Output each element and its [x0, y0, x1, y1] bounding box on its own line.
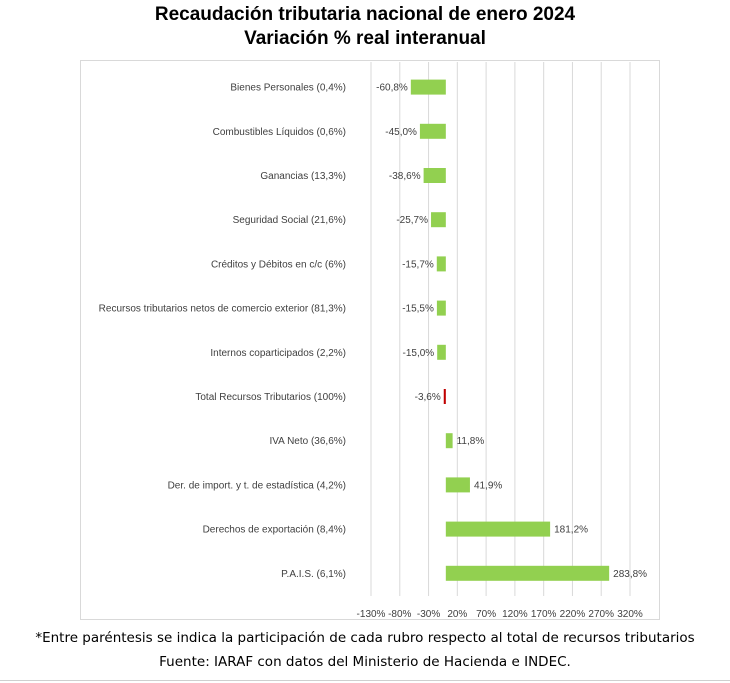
x-tick-label: 320%	[617, 609, 643, 620]
bar	[437, 344, 446, 360]
bar	[445, 565, 610, 581]
category-label: Ganancias (13,3%)	[260, 171, 346, 182]
category-label: Combustibles Líquidos (0,6%)	[213, 127, 346, 138]
bar	[436, 300, 446, 316]
category-label: Bienes Personales (0,4%)	[230, 83, 346, 94]
category-label: Internos coparticipados (2,2%)	[210, 348, 346, 359]
category-label: Total Recursos Tributarios (100%)	[195, 392, 346, 403]
data-label: 41,9%	[474, 480, 502, 491]
footnote-source: Fuente: IARAF con datos del Ministerio d…	[159, 654, 571, 670]
x-tick-label: -30%	[417, 609, 440, 620]
bar	[445, 521, 551, 537]
category-label: IVA Neto (36,6%)	[269, 436, 346, 447]
x-tick-label: 120%	[502, 609, 528, 620]
category-label: P.A.I.S. (6,1%)	[281, 569, 346, 580]
bar	[423, 168, 446, 183]
data-label: -15,7%	[402, 259, 434, 270]
category-label: Der. de import. y t. de estadística (4,2…	[168, 480, 346, 491]
category-label: Seguridad Social (21,6%)	[233, 215, 346, 226]
data-label: -3,6%	[415, 392, 441, 403]
footnote-note: *Entre paréntesis se indica la participa…	[35, 630, 695, 646]
x-tick-label: -130%	[357, 609, 386, 620]
x-tick-label: 270%	[588, 609, 614, 620]
plot-area	[80, 60, 660, 620]
chart-subtitle: Variación % real interanual	[244, 28, 486, 49]
category-label: Recursos tributarios netos de comercio e…	[99, 304, 346, 315]
x-tick-label: 220%	[560, 609, 586, 620]
bar	[443, 389, 446, 404]
bar	[445, 477, 470, 493]
bar	[410, 79, 446, 95]
bar	[419, 123, 446, 139]
x-tick-label: 170%	[531, 609, 557, 620]
category-label: Créditos y Débitos en c/c (6%)	[211, 259, 346, 270]
bar	[431, 212, 446, 228]
x-tick-label: 20%	[447, 609, 467, 620]
data-label: -45,0%	[385, 127, 417, 138]
data-label: 181,2%	[554, 525, 588, 536]
bar	[445, 433, 453, 449]
data-label: 283,8%	[613, 569, 647, 580]
data-label: 11,8%	[457, 436, 485, 447]
data-label: -60,8%	[376, 83, 408, 94]
bar	[436, 256, 446, 272]
data-label: -25,7%	[396, 215, 428, 226]
x-tick-label: -80%	[388, 609, 411, 620]
x-tick-label: 70%	[476, 609, 496, 620]
data-label: -15,0%	[403, 348, 435, 359]
chart-title: Recaudación tributaria nacional de enero…	[154, 4, 576, 25]
bottom-divider	[0, 680, 730, 681]
data-label: -15,5%	[402, 304, 434, 315]
data-label: -38,6%	[389, 171, 421, 182]
category-label: Derechos de exportación (8,4%)	[203, 525, 346, 536]
